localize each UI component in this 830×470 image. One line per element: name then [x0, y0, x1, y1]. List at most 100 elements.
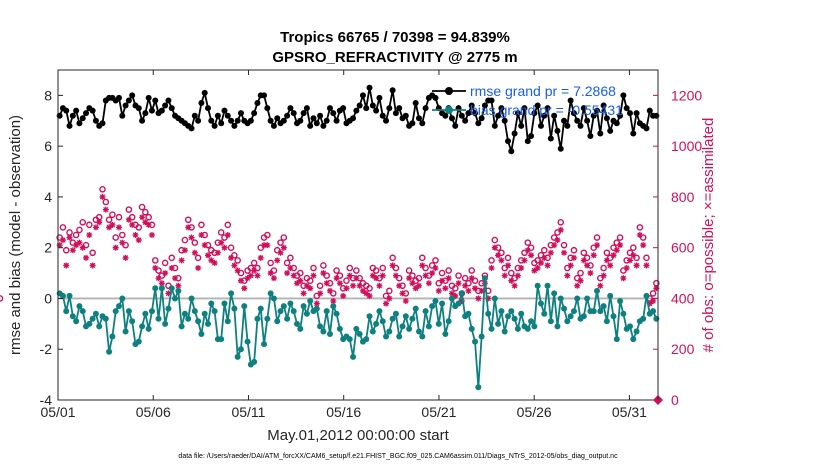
assimilated-obs-point: [112, 244, 119, 251]
bias-point: [102, 315, 109, 322]
assimilated-obs-point: [452, 292, 459, 299]
assimilated-obs-point: [63, 262, 70, 269]
assimilated-obs-point: [208, 257, 215, 264]
assimilated-obs-point: [241, 285, 248, 292]
bias-point: [597, 308, 604, 315]
possible-obs-point: [122, 241, 129, 249]
assimilated-obs-point: [620, 275, 627, 282]
rmse-point: [379, 112, 386, 119]
assimilated-obs-point: [488, 265, 495, 271]
possible-obs-point: [135, 224, 143, 231]
bias-point: [570, 308, 577, 315]
rmse-point: [554, 127, 561, 134]
bias-point: [115, 303, 122, 310]
rmse-point: [363, 105, 370, 112]
bias-point: [356, 331, 363, 337]
rmse-point: [376, 94, 383, 101]
possible-obs-point: [250, 259, 258, 267]
assimilated-obs-point: [501, 272, 508, 279]
rmse-point: [83, 110, 90, 117]
possible-obs-point: [606, 254, 614, 262]
possible-obs-point: [181, 236, 189, 244]
rmse-point: [313, 120, 320, 127]
rmse-point: [531, 110, 538, 117]
bias-point: [603, 318, 610, 325]
assimilated-obs-point: [251, 267, 258, 274]
assimilated-obs-point: [237, 277, 244, 284]
possible-obs-point: [145, 213, 152, 221]
possible-obs-point: [613, 239, 621, 246]
rmse-point: [92, 117, 99, 124]
rmse-point: [99, 120, 106, 127]
rmse-point: [195, 117, 202, 124]
possible-obs-point: [554, 229, 561, 236]
bias-point: [211, 308, 218, 315]
possible-obs-point: [409, 272, 416, 279]
rmse-point: [162, 102, 169, 109]
rmse-point: [135, 105, 142, 112]
bias-point: [287, 300, 294, 307]
bias-point: [76, 303, 83, 310]
rmse-point: [326, 105, 333, 112]
y-tick-label: 0: [44, 290, 52, 306]
rmse-point: [577, 122, 584, 129]
bias-point: [488, 325, 495, 332]
bias-point: [531, 323, 538, 330]
assimilated-obs-point: [442, 285, 449, 292]
possible-obs-point: [142, 208, 149, 216]
rmse-point: [198, 100, 205, 106]
assimilated-obs-point: [106, 224, 113, 231]
bias-point: [561, 305, 568, 312]
bias-point: [300, 303, 307, 310]
plot-border: [57, 69, 659, 401]
possible-obs-point: [247, 264, 255, 272]
possible-obs-point: [521, 249, 528, 257]
rmse-point: [214, 112, 221, 119]
rmse-point: [317, 112, 324, 119]
bias-point: [620, 310, 627, 317]
rmse-point: [617, 112, 624, 119]
assimilated-obs-point: [323, 280, 330, 287]
rmse-point: [383, 117, 390, 124]
assimilated-obs-point: [541, 254, 548, 261]
assimilated-obs-point: [435, 287, 442, 294]
assimilated-obs-point: [145, 221, 152, 228]
possible-obs-point: [405, 267, 413, 274]
rmse-point: [600, 102, 607, 109]
bias-point: [178, 323, 185, 330]
assimilated-obs-point: [376, 282, 383, 289]
legend-bias-label: bias grand pr = -0.55431: [470, 102, 623, 118]
possible-obs-point: [498, 249, 505, 257]
bias-point: [429, 303, 436, 310]
possible-obs-point: [82, 241, 90, 249]
legend: rmse grand pr = 7.2868 bias grand pr = -…: [432, 83, 623, 118]
possible-obs-point: [151, 257, 159, 264]
assimilated-obs-point: [475, 295, 482, 302]
assimilated-obs-point: [132, 232, 139, 238]
possible-obs-point: [590, 244, 598, 251]
rmse-point: [158, 107, 165, 114]
bias-point: [317, 323, 324, 330]
possible-obs-point: [593, 234, 601, 241]
possible-obs-point: [313, 292, 321, 300]
bias-point: [528, 318, 535, 325]
bias-point: [129, 318, 136, 325]
bias-point: [152, 285, 159, 292]
assimilated-obs-point: [76, 239, 83, 246]
assimilated-obs-point: [646, 300, 653, 307]
assimilated-obs-point: [122, 254, 129, 261]
assimilated-obs-point: [356, 282, 363, 289]
possible-obs-point: [636, 224, 644, 231]
rmse-point: [320, 122, 327, 129]
bias-point: [63, 308, 70, 315]
assimilated-obs-point: [178, 257, 185, 264]
assimilated-obs-point: [640, 242, 647, 249]
assimilated-obs-point: [313, 300, 320, 307]
bias-point: [650, 308, 657, 315]
rmse-point: [475, 120, 482, 127]
rmse-point: [139, 117, 146, 124]
possible-obs-point: [267, 259, 274, 267]
bias-point: [402, 313, 409, 320]
bias-point: [465, 310, 472, 317]
assimilated-obs-point: [175, 282, 182, 289]
